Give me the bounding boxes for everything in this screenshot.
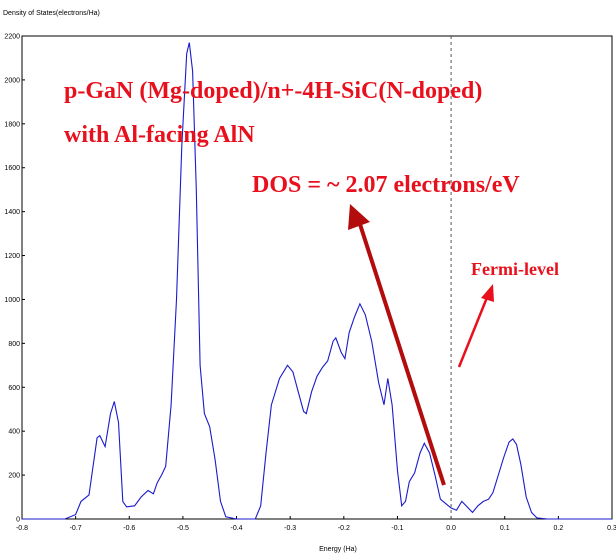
y-tick-label: 400 [8, 429, 20, 436]
annotation-title-line2: with Al-facing AlN [64, 122, 255, 148]
annotation-fermi-level: Fermi-level [471, 259, 559, 279]
y-tick-label: 600 [8, 385, 20, 392]
y-tick-label: 0 [16, 517, 20, 524]
x-tick-label: -0.1 [391, 525, 403, 532]
x-tick-label: -0.2 [338, 525, 350, 532]
y-tick-label: 2200 [4, 34, 20, 41]
x-axis-ticks: -0.8 -0.7 -0.6 -0.5 -0.4 -0.3 -0.2 -0.1 0.0 0.1 0.… [16, 516, 616, 532]
y-axis-ticks: 0 200 400 600 800 1000 1200 1400 1600 1800 2000 220… [4, 34, 25, 524]
plot-frame [21, 35, 613, 520]
x-axis-title: Energy (Ha) [319, 546, 357, 553]
annotation-title-line1: p-GaN (Mg-doped)/n+-4H-SiC(N-doped) [64, 78, 482, 104]
y-tick-label: 2000 [4, 77, 20, 84]
y-axis-title: Density of States(electrons/Ha) [3, 10, 100, 17]
fermi-arrow [457, 284, 494, 368]
y-tick-label: 1000 [4, 297, 20, 304]
y-tick-label: 1600 [4, 165, 20, 172]
y-tick-label: 1800 [4, 121, 20, 128]
x-tick-label: 0.0 [446, 525, 456, 532]
x-tick-label: 0.3 [607, 525, 616, 532]
x-tick-label: -0.4 [231, 525, 243, 532]
annotation-dos-value: DOS = ~ 2.07 electrons/eV [252, 172, 520, 198]
dos-curve-series [22, 42, 612, 520]
x-tick-label: -0.5 [177, 525, 189, 532]
x-tick-label: -0.3 [284, 525, 296, 532]
y-tick-label: 800 [8, 341, 20, 348]
y-tick-label: 1400 [4, 209, 20, 216]
dos-arrow [348, 204, 446, 486]
x-tick-label: 0.2 [553, 525, 563, 532]
x-tick-label: -0.6 [123, 525, 135, 532]
x-tick-label: 0.1 [500, 525, 510, 532]
x-tick-label: -0.8 [16, 525, 28, 532]
y-tick-label: 1200 [4, 253, 20, 260]
y-tick-label: 200 [8, 473, 20, 480]
x-tick-label: -0.7 [70, 525, 82, 532]
